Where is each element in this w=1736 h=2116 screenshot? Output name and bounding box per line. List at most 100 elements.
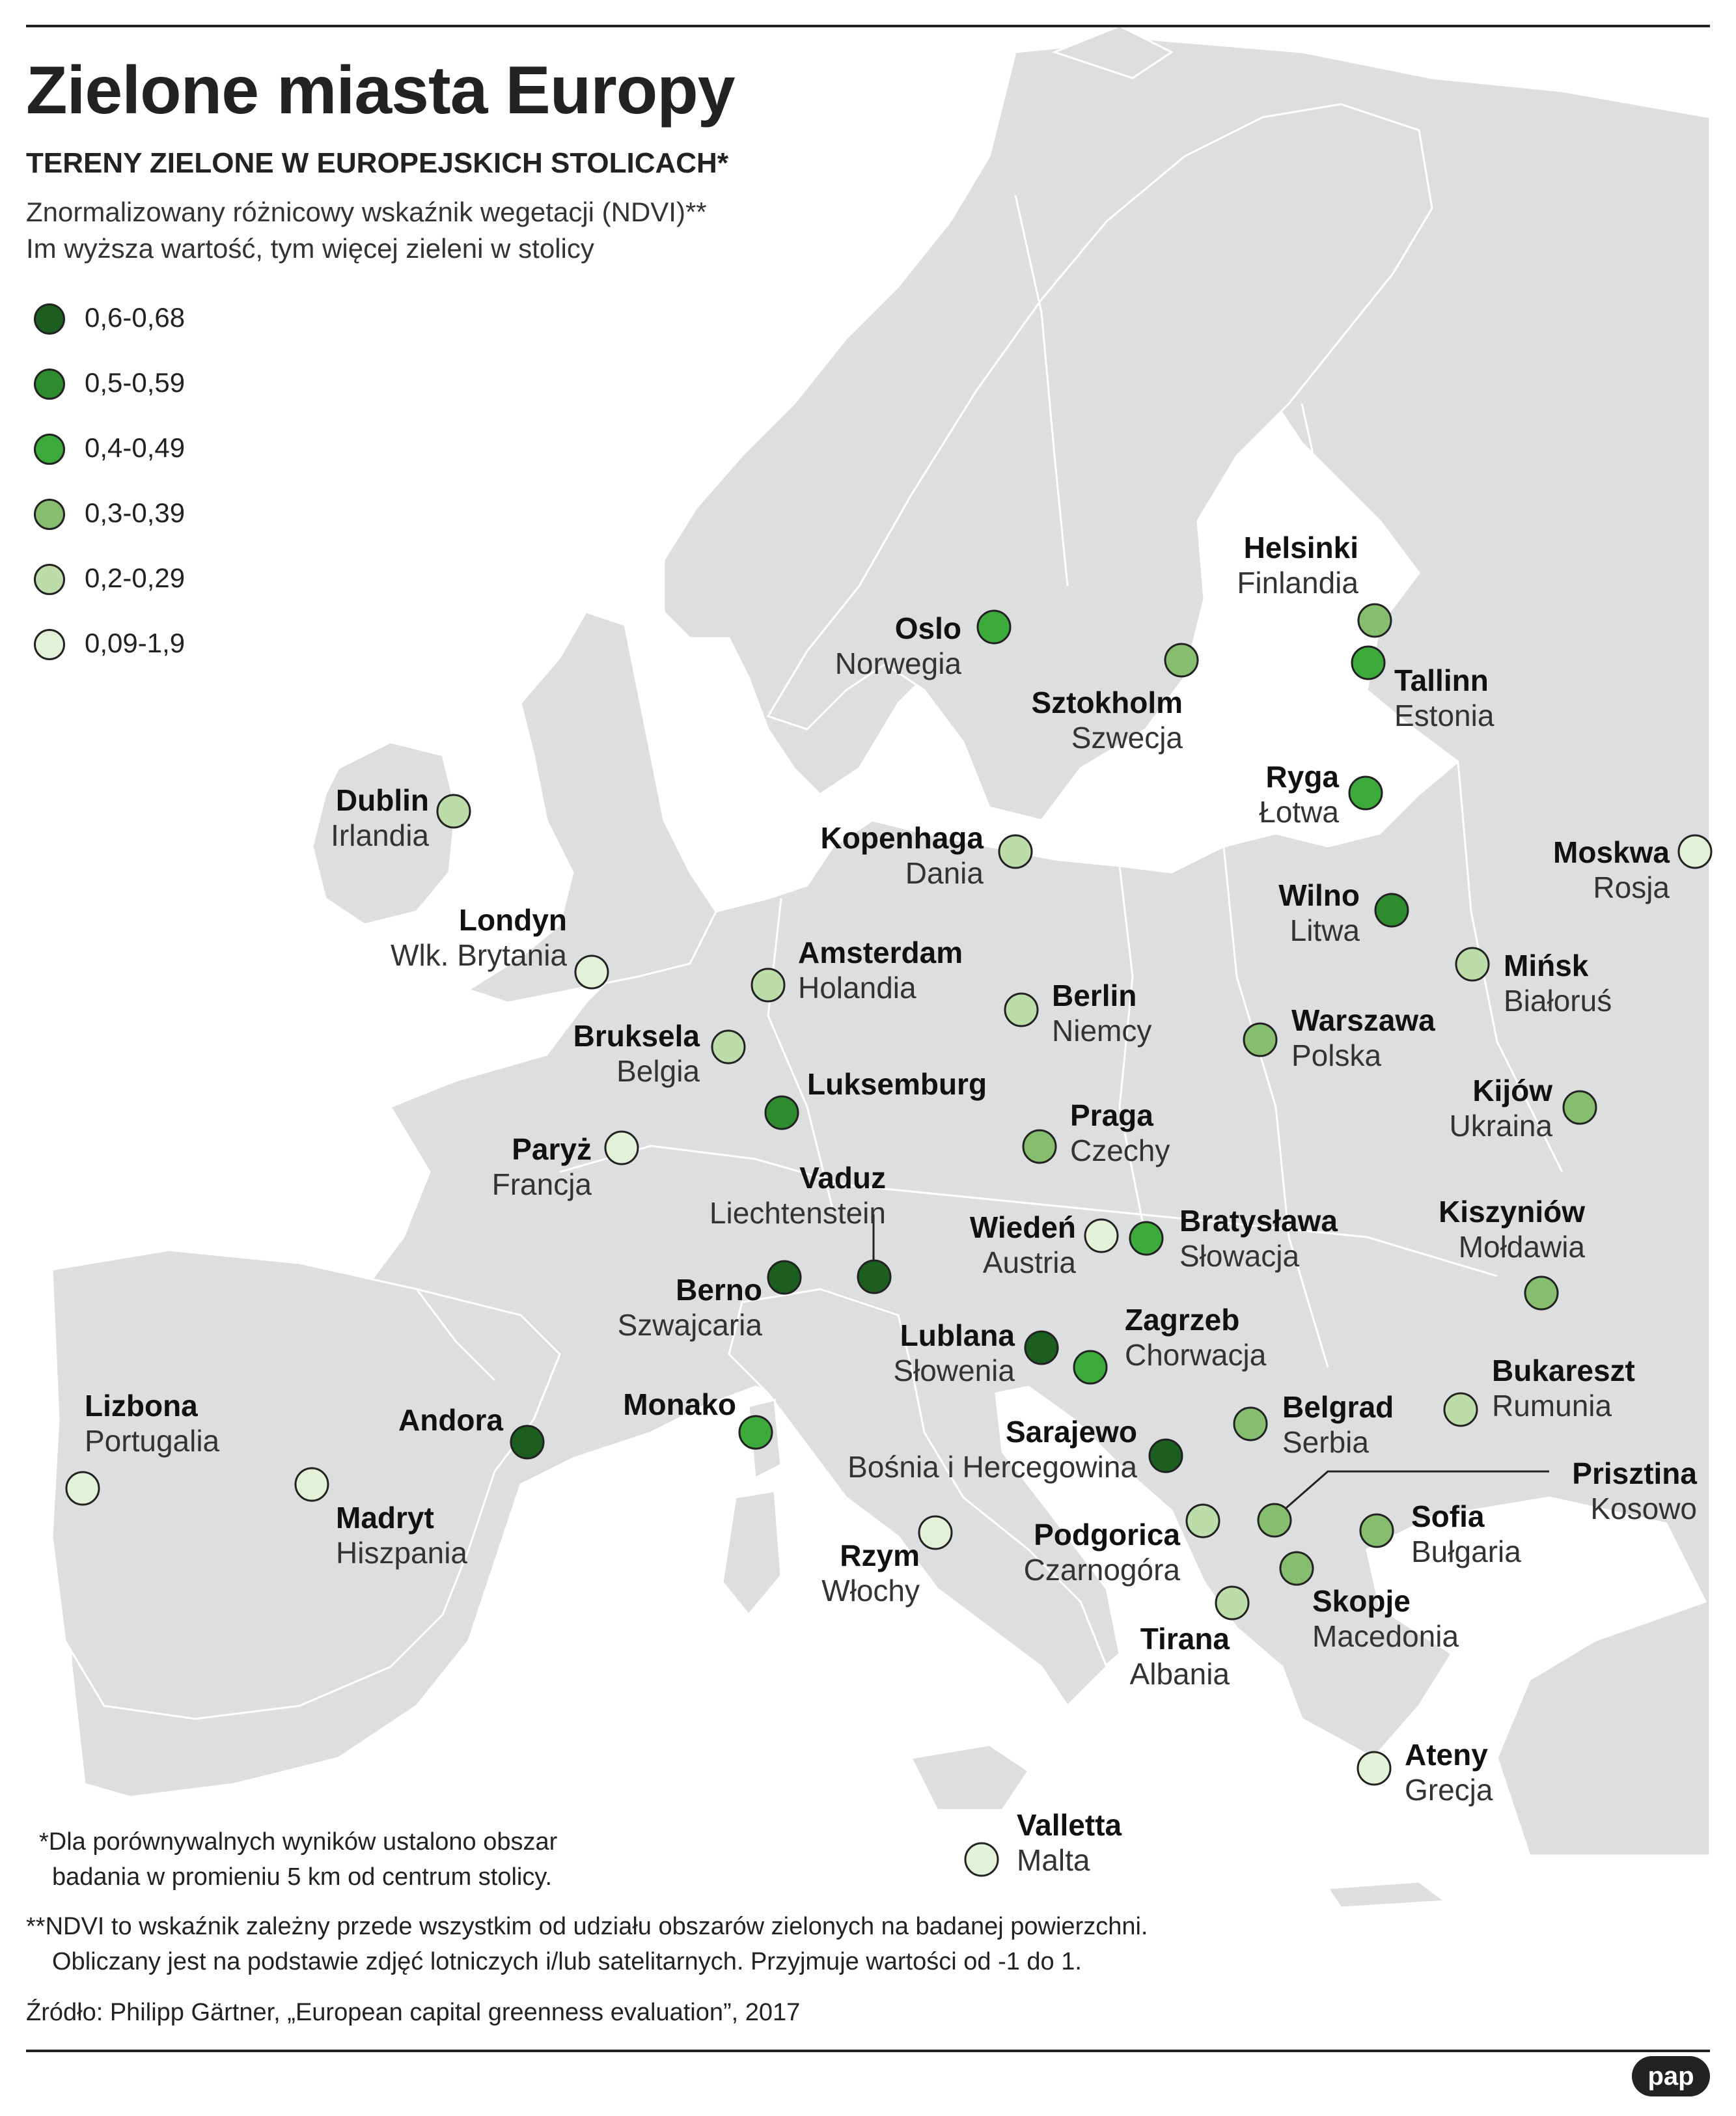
city-label-berno: Berno bbox=[676, 1273, 762, 1307]
capital-marker-bruksela bbox=[711, 1029, 746, 1065]
legend-label: 0,4-0,49 bbox=[85, 432, 186, 463]
pap-logo: pap bbox=[1632, 2056, 1710, 2096]
capital-marker-sztokholm bbox=[1164, 643, 1199, 678]
legend-swatch bbox=[34, 369, 65, 400]
capital-marker-sarajewo bbox=[1148, 1438, 1183, 1473]
country-label-macedonia: Macedonia bbox=[1312, 1619, 1459, 1653]
city-label-ateny: Ateny bbox=[1405, 1738, 1488, 1772]
legend-label: 0,5-0,59 bbox=[85, 367, 186, 398]
country-label-francja: Francja bbox=[491, 1167, 592, 1201]
legend-label: 0,3-0,39 bbox=[85, 497, 186, 528]
ireland bbox=[311, 741, 457, 926]
city-label-wieden: Wiedeń bbox=[969, 1210, 1076, 1244]
country-label-dania: Dania bbox=[905, 856, 984, 890]
city-label-lublana: Lublana bbox=[900, 1318, 1015, 1352]
city-label-luksemburg: Luksemburg bbox=[807, 1067, 987, 1101]
city-label-moskwa: Moskwa bbox=[1553, 835, 1670, 869]
city-label-bruksela: Bruksela bbox=[573, 1019, 700, 1053]
city-label-vaduz: Vaduz bbox=[799, 1161, 886, 1195]
country-label-portugalia: Portugalia bbox=[85, 1424, 220, 1458]
legend-swatch bbox=[34, 303, 65, 335]
city-label-bukareszt: Bukareszt bbox=[1492, 1354, 1635, 1387]
legend-label: 0,09-1,9 bbox=[85, 628, 186, 658]
country-label-serbia: Serbia bbox=[1282, 1425, 1369, 1459]
city-label-madryt: Madryt bbox=[336, 1501, 434, 1535]
page-subtitle: TERENY ZIELONE W EUROPEJSKICH STOLICACH* bbox=[26, 147, 728, 179]
city-label-ryga: Ryga bbox=[1265, 760, 1339, 794]
capital-marker-ryga bbox=[1348, 775, 1383, 811]
capital-marker-zagrzeb bbox=[1073, 1350, 1108, 1385]
description-line-2: Im wyższa wartość, tym więcej zieleni w … bbox=[26, 233, 594, 264]
capital-marker-mińsk bbox=[1455, 947, 1490, 982]
city-label-praga: Praga bbox=[1070, 1098, 1153, 1132]
city-label-andora: Andora bbox=[398, 1403, 503, 1437]
capital-marker-vaduz bbox=[857, 1259, 892, 1294]
city-label-prisztina: Prisztina bbox=[1572, 1456, 1697, 1490]
city-label-tallinn: Tallinn bbox=[1394, 663, 1489, 697]
capital-marker-dublin bbox=[436, 794, 471, 829]
legend-item: 0,09-1,9 bbox=[26, 625, 286, 664]
footnote-1-line-1: *Dla porównywalnych wyników ustalono obs… bbox=[39, 1828, 558, 1856]
country-label-niemcy: Niemcy bbox=[1052, 1014, 1152, 1048]
bottom-rule bbox=[26, 2050, 1710, 2052]
capital-marker-praga bbox=[1022, 1129, 1057, 1164]
city-label-londyn: Londyn bbox=[458, 903, 567, 937]
land-masses bbox=[51, 25, 1711, 1909]
city-label-kopenhaga: Kopenhaga bbox=[820, 821, 984, 855]
legend-item: 0,5-0,59 bbox=[26, 365, 286, 404]
country-label-slowacja: Słowacja bbox=[1179, 1239, 1300, 1273]
capital-marker-valletta bbox=[964, 1842, 999, 1877]
capital-marker-luksemburg bbox=[764, 1095, 799, 1130]
country-label-grecja: Grecja bbox=[1405, 1773, 1493, 1807]
prisztina-leader bbox=[1275, 1470, 1549, 1518]
country-label-bulgaria: Bułgaria bbox=[1411, 1535, 1521, 1568]
country-label-bialorus: Białoruś bbox=[1504, 984, 1612, 1018]
city-label-sofia: Sofia bbox=[1411, 1499, 1485, 1533]
city-label-skopje: Skopje bbox=[1312, 1584, 1411, 1618]
city-label-monako: Monako bbox=[623, 1387, 736, 1421]
country-label-litwa: Litwa bbox=[1289, 913, 1360, 947]
country-label-szwecja: Szwecja bbox=[1071, 721, 1183, 755]
country-label-bosnia: Bośnia i Hercegowina bbox=[847, 1450, 1137, 1484]
city-label-kiszyniow: Kiszyniów bbox=[1439, 1195, 1585, 1229]
capital-markers bbox=[65, 603, 1713, 1877]
description-line-1: Znormalizowany różnicowy wskaźnik wegeta… bbox=[26, 197, 707, 227]
legend-item: 0,2-0,29 bbox=[26, 560, 286, 599]
capital-marker-bukareszt bbox=[1443, 1392, 1478, 1427]
country-label-moldawia: Mołdawia bbox=[1458, 1230, 1585, 1264]
city-label-rzym: Rzym bbox=[840, 1538, 920, 1572]
capital-marker-helsinki bbox=[1357, 603, 1392, 638]
capital-marker-kopenhaga bbox=[998, 834, 1033, 869]
country-label-lotwa: Łotwa bbox=[1259, 795, 1339, 829]
country-label-rosja: Rosja bbox=[1593, 870, 1670, 904]
city-label-berlin: Berlin bbox=[1052, 979, 1137, 1012]
capital-marker-tirana bbox=[1215, 1585, 1250, 1621]
legend-item: 0,3-0,39 bbox=[26, 495, 286, 534]
crete bbox=[1326, 1880, 1448, 1909]
capital-marker-podgorica bbox=[1185, 1503, 1220, 1538]
capital-marker-kiszyniów bbox=[1524, 1275, 1559, 1311]
legend-swatch bbox=[34, 564, 65, 595]
legend-item: 0,4-0,49 bbox=[26, 430, 286, 469]
capital-marker-kijów bbox=[1562, 1090, 1597, 1125]
city-label-bratyslawa: Bratysława bbox=[1179, 1204, 1338, 1238]
city-label-podgorica: Podgorica bbox=[1034, 1518, 1180, 1552]
svalbard-hint bbox=[1051, 25, 1174, 79]
country-label-austria: Austria bbox=[982, 1246, 1076, 1279]
city-label-belgrad: Belgrad bbox=[1282, 1390, 1394, 1424]
capital-marker-amsterdam bbox=[751, 968, 786, 1003]
country-label-holandia: Holandia bbox=[798, 971, 916, 1005]
sicily bbox=[909, 1744, 1030, 1811]
source-note: Źródło: Philipp Gärtner, „European capit… bbox=[26, 1999, 801, 2026]
city-label-kijow: Kijów bbox=[1472, 1074, 1552, 1107]
capital-marker-wiedeń bbox=[1084, 1218, 1119, 1253]
city-label-helsinki: Helsinki bbox=[1243, 531, 1358, 564]
capital-marker-sofia bbox=[1359, 1513, 1394, 1548]
footnote-1-line-2: badania w promieniu 5 km od centrum stol… bbox=[52, 1863, 553, 1891]
scandinavia bbox=[766, 103, 1433, 822]
capital-marker-monako bbox=[738, 1415, 773, 1450]
country-label-polska: Polska bbox=[1291, 1038, 1382, 1072]
capital-marker-ateny bbox=[1357, 1751, 1392, 1786]
italy bbox=[728, 1288, 1108, 1708]
